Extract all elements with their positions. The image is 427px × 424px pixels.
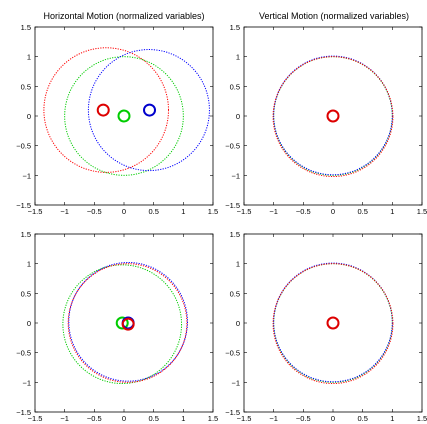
panel-bottom-right: −1.5 −1 −0.5 0 0.5 1 1.5 1.5 1 0.5 0 −0.5 −1 −1.5 — [225, 230, 427, 423]
plot-area — [62, 261, 188, 385]
x-tick-label: 1.5 — [417, 207, 427, 216]
y-tick-label: −1.5 — [16, 201, 31, 210]
y-tick-label: −1 — [231, 171, 240, 180]
y-tick-label: 0.5 — [21, 82, 31, 91]
y-tick-label: 1.5 — [21, 23, 31, 32]
x-tick-label: 0 — [331, 414, 335, 423]
x-tick-label: −1 — [60, 414, 69, 423]
y-tick-label: 1 — [236, 53, 240, 62]
position-marker — [115, 316, 129, 330]
orbit-curve — [272, 263, 394, 385]
y-tick-label: 1 — [236, 260, 240, 269]
y-tick-label: 0.5 — [230, 82, 240, 91]
y-tick-label: −1.5 — [225, 408, 240, 417]
orbit-curve — [68, 261, 188, 382]
x-tick-label: −1 — [60, 207, 69, 216]
panel-title: Vertical Motion (normalized variables) — [259, 11, 409, 21]
position-marker — [96, 103, 110, 117]
orbit-curve — [67, 263, 188, 383]
y-tick-label: −1.5 — [225, 201, 240, 210]
x-tick-label: 0.5 — [148, 414, 158, 423]
orbit-curve — [272, 56, 394, 178]
x-tick-label: 0.5 — [357, 414, 367, 423]
x-tick-label: −1 — [269, 414, 278, 423]
x-tick-label: −1.5 — [237, 207, 252, 216]
position-marker — [121, 317, 135, 331]
orbit-curve — [273, 262, 393, 383]
y-tick-label: 0.5 — [230, 289, 240, 298]
x-tick-label: 0 — [122, 207, 126, 216]
axes-frame — [243, 26, 423, 206]
y-tick-label: 0 — [27, 319, 31, 328]
plot-area — [272, 262, 394, 385]
y-tick-label: −0.5 — [225, 349, 240, 358]
panel-vertical-motion: Vertical Motion (normalized variables) −… — [225, 11, 427, 216]
orbit-curve — [62, 264, 183, 385]
x-tick-label: 1 — [390, 414, 394, 423]
orbit-curve — [64, 56, 184, 176]
y-tick-label: 0 — [236, 112, 240, 121]
x-tick-label: −0.5 — [87, 207, 102, 216]
plot-area — [272, 55, 394, 178]
x-tick-label: 1.5 — [417, 414, 427, 423]
axes-frame — [34, 233, 214, 413]
x-tick-label: −0.5 — [87, 414, 102, 423]
y-tick-label: 1 — [27, 53, 31, 62]
x-tick-label: 0.5 — [148, 207, 158, 216]
orbit-curve — [273, 55, 393, 176]
y-tick-label: −1 — [22, 378, 31, 387]
y-tick-label: 0 — [236, 319, 240, 328]
axes-frame — [34, 26, 214, 206]
x-tick-label: 1.5 — [208, 414, 218, 423]
position-marker — [143, 103, 157, 117]
y-tick-label: −0.5 — [16, 349, 31, 358]
y-tick-label: 1 — [27, 260, 31, 269]
x-tick-label: −1 — [269, 207, 278, 216]
y-tick-label: −0.5 — [16, 142, 31, 151]
y-tick-label: −1.5 — [16, 408, 31, 417]
x-tick-label: 1 — [390, 207, 394, 216]
panel-bottom-left: −1.5 −1 −0.5 0 0.5 1 1.5 1.5 1 0.5 0 −0.5 −1 −1.5 — [16, 230, 218, 423]
y-tick-label: 1.5 — [21, 230, 31, 239]
plot-area — [43, 47, 210, 176]
panel-title: Horizontal Motion (normalized variables) — [43, 11, 204, 21]
x-tick-label: 0 — [122, 414, 126, 423]
y-tick-label: −1 — [22, 171, 31, 180]
axes-frame — [243, 233, 423, 413]
y-tick-label: 0 — [27, 112, 31, 121]
position-marker — [326, 109, 340, 123]
y-tick-label: 1.5 — [230, 230, 240, 239]
position-marker — [117, 109, 131, 123]
y-tick-label: 0.5 — [21, 289, 31, 298]
x-tick-label: 1 — [181, 414, 185, 423]
x-tick-label: 1.5 — [208, 207, 218, 216]
y-tick-label: −1 — [231, 378, 240, 387]
x-tick-label: −1.5 — [28, 414, 43, 423]
y-tick-label: 1.5 — [230, 23, 240, 32]
x-tick-label: −1.5 — [28, 207, 43, 216]
x-tick-label: 0 — [331, 207, 335, 216]
orbit-curve — [43, 47, 169, 173]
position-marker — [326, 316, 340, 330]
orbit-curve — [87, 49, 210, 172]
x-tick-label: −1.5 — [237, 414, 252, 423]
panel-horizontal-motion: Horizontal Motion (normalized variables)… — [16, 11, 218, 216]
x-tick-label: −0.5 — [296, 207, 311, 216]
x-tick-label: −0.5 — [296, 414, 311, 423]
y-tick-label: −0.5 — [225, 142, 240, 151]
x-tick-label: 1 — [181, 207, 185, 216]
x-tick-label: 0.5 — [357, 207, 367, 216]
